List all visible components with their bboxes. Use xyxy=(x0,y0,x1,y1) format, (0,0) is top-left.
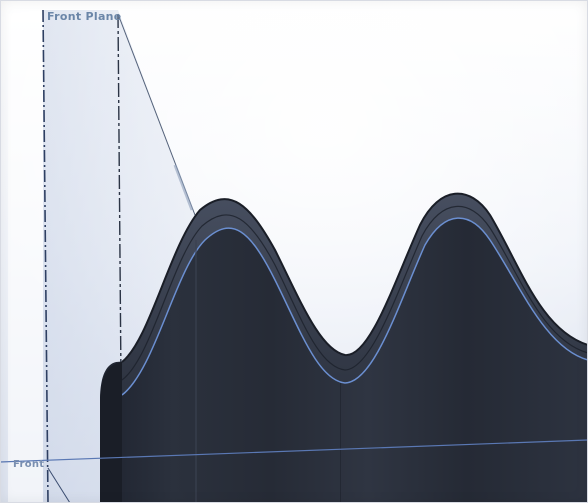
bottom-plane-edge xyxy=(0,439,588,463)
wave-inner-edge xyxy=(121,205,588,381)
wave-top-face xyxy=(122,193,588,395)
bottom-plane-label[interactable]: Front xyxy=(13,459,45,470)
body-shade-line xyxy=(195,240,197,503)
wave-outer-edge xyxy=(121,192,588,363)
wave-body-side[interactable] xyxy=(100,193,588,503)
front-plane-label[interactable]: Front Plane xyxy=(47,10,122,23)
front-plane-left-edge xyxy=(42,9,49,503)
bottom-plane-corner xyxy=(47,467,71,503)
diagonal-edge-highlight xyxy=(173,164,194,211)
wave-sketch-curve[interactable] xyxy=(121,217,588,396)
left-margin xyxy=(8,10,43,503)
wave-body-left-end xyxy=(100,362,122,503)
body-shade-line xyxy=(340,383,341,503)
front-plane-axis-line xyxy=(117,13,123,503)
